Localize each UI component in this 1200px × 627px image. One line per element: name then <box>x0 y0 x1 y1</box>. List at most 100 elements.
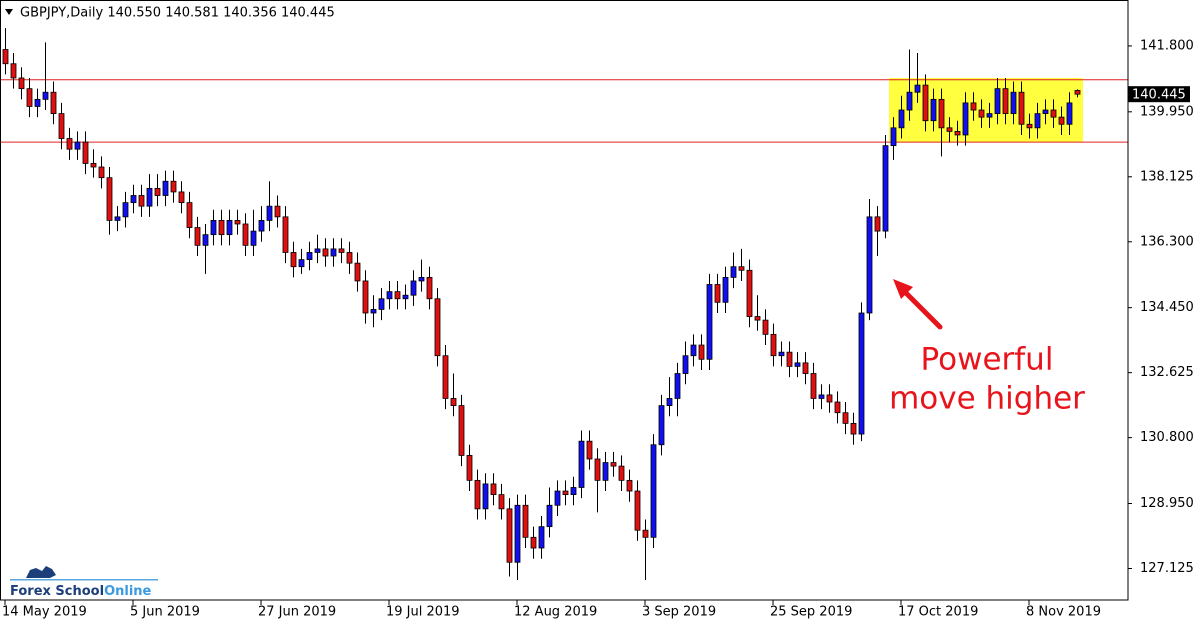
candle-body <box>122 202 129 218</box>
candle-body <box>1050 109 1057 118</box>
candle-body <box>202 234 209 246</box>
watermark-right: Online <box>104 584 151 599</box>
candle-body <box>306 252 313 260</box>
candle-body <box>794 362 801 367</box>
candle-body <box>114 216 121 221</box>
candle-body <box>282 216 289 253</box>
candle-body <box>882 145 889 232</box>
candle-body <box>474 479 481 510</box>
watermark: Forex SchoolOnline <box>10 584 152 599</box>
candle-body <box>10 63 17 79</box>
candle-body <box>186 202 193 228</box>
y-tick-label: 132.625 <box>1140 365 1194 380</box>
candle-body <box>450 398 457 406</box>
candle-body <box>642 529 649 538</box>
candle-body <box>1074 90 1081 95</box>
y-tick-label: 128.950 <box>1140 496 1194 511</box>
candle-body <box>626 479 633 492</box>
candle-body <box>346 252 353 264</box>
candle-body <box>674 373 681 399</box>
candle-body <box>850 422 857 435</box>
watermark-left: Forex School <box>10 584 104 599</box>
candle-body <box>1018 91 1025 125</box>
y-tick-label: 139.950 <box>1140 104 1194 119</box>
menu-triangle <box>5 9 13 15</box>
candle-body <box>610 462 617 467</box>
candle-body <box>698 344 705 360</box>
candle-body <box>978 109 985 118</box>
x-tick-label: 3 Sep 2019 <box>642 605 716 620</box>
x-tick-label: 19 Jul 2019 <box>386 605 460 620</box>
candle-body <box>458 405 465 456</box>
candle-body <box>714 284 721 303</box>
candle-body <box>650 444 657 538</box>
y-tick-label: 127.125 <box>1140 561 1194 576</box>
candle-body <box>778 351 785 357</box>
candle-body <box>274 205 281 218</box>
candle-body <box>314 248 321 253</box>
candle-body <box>962 102 969 136</box>
candle-body <box>722 276 729 303</box>
candle-body <box>842 412 849 424</box>
last-price-label: 140.445 <box>1132 88 1186 103</box>
candle-body <box>378 298 385 310</box>
candle-body <box>1058 116 1065 125</box>
candle-body <box>490 483 497 495</box>
candle-body <box>2 49 9 65</box>
candle-body <box>866 216 873 314</box>
candle-body <box>50 91 57 114</box>
y-tick-label: 136.300 <box>1140 234 1194 249</box>
candle-body <box>1042 109 1049 114</box>
candle-body <box>442 355 449 399</box>
candle-body <box>618 465 625 481</box>
x-tick-label: 14 May 2019 <box>2 605 87 620</box>
candle-body <box>90 163 97 168</box>
candle-body <box>266 205 273 221</box>
candle-body <box>690 344 697 357</box>
candle-body <box>370 309 377 314</box>
candle-body <box>130 195 137 204</box>
candle-body <box>890 127 897 147</box>
main-layer <box>2 28 1081 581</box>
logo-icon <box>26 566 56 578</box>
candle-body <box>218 220 225 236</box>
candle-body <box>338 248 345 253</box>
candle-body <box>754 316 761 321</box>
candle-body <box>658 405 665 446</box>
y-tick-label: 130.800 <box>1140 430 1194 445</box>
candle-body <box>194 227 201 246</box>
candle-body <box>970 102 977 111</box>
candle-body <box>786 351 793 367</box>
candle-body <box>914 84 921 93</box>
candle-body <box>210 220 217 236</box>
candle-body <box>170 180 177 193</box>
candle-body <box>298 259 305 268</box>
candle-body <box>706 284 713 360</box>
candle-body <box>74 141 81 150</box>
candle-body <box>402 294 409 300</box>
candle-body <box>730 266 737 278</box>
candle-body <box>746 269 753 317</box>
x-tick-label: 12 Aug 2019 <box>514 605 597 620</box>
x-tick-label: 17 Oct 2019 <box>898 605 978 620</box>
candle-body <box>394 291 401 300</box>
candle-body <box>666 398 673 406</box>
candle-body <box>922 84 929 122</box>
candle-body <box>242 223 249 246</box>
candle-body <box>290 252 297 268</box>
annotation-arrowhead <box>893 279 913 299</box>
last-price-box <box>1128 86 1190 103</box>
candle-body <box>578 440 585 488</box>
candle-body <box>954 130 961 136</box>
candle-body <box>858 312 865 435</box>
candle-body <box>770 333 777 357</box>
candle-body <box>58 113 65 139</box>
candle-body <box>570 487 577 495</box>
x-tick-label: 25 Sep 2019 <box>770 605 852 620</box>
candle-body <box>82 141 89 164</box>
candle-body <box>634 490 641 531</box>
candle-body <box>386 291 393 300</box>
logo-rule <box>10 579 158 581</box>
